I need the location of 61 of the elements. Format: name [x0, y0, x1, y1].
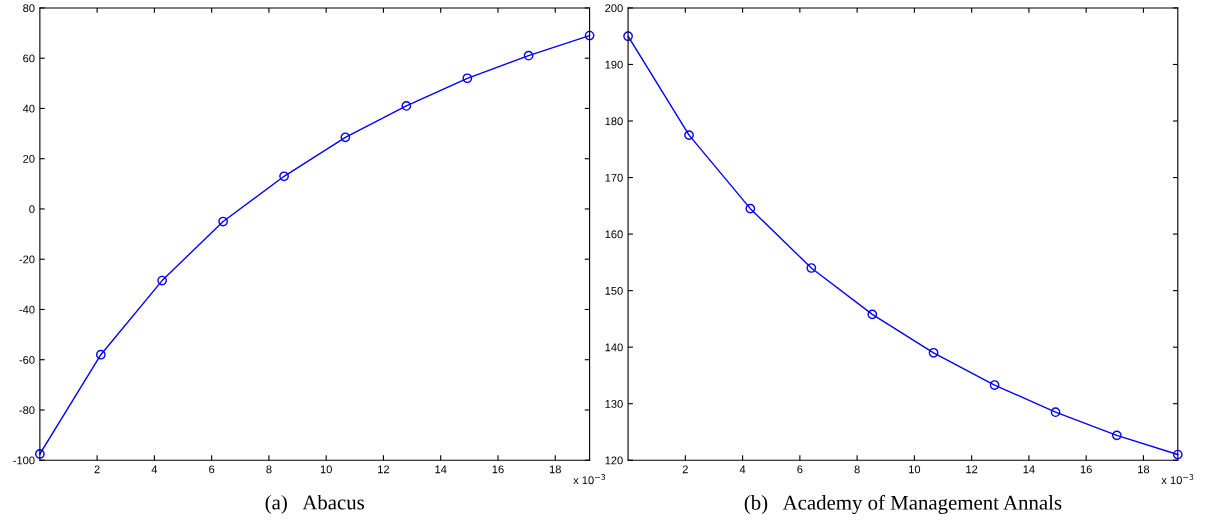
- x-tick-label: 6: [797, 465, 803, 474]
- y-tick-label: 0: [29, 205, 35, 214]
- point: [1172, 449, 1183, 460]
- x-tick-label: 8: [854, 465, 860, 474]
- y-tick-label: 160: [605, 230, 623, 239]
- x-tick-label: 10: [320, 465, 332, 474]
- x-tick-label: 8: [266, 465, 272, 474]
- x-tick-label: 16: [1080, 465, 1092, 474]
- point: [157, 275, 167, 286]
- text: x 10$^{−3}$: [1161, 474, 1194, 485]
- point: [928, 347, 939, 358]
- x-tick-label: 10: [909, 465, 921, 474]
- y-tick-label: 170: [605, 173, 623, 182]
- point: [462, 73, 473, 84]
- point: [340, 132, 351, 143]
- x-tick-label: 18: [1138, 465, 1150, 474]
- x-axis-title: (a) Abacus: [265, 494, 365, 514]
- x-tick-label: 12: [378, 465, 390, 474]
- y-tick-label: 60: [23, 54, 35, 63]
- point: [806, 263, 817, 273]
- text: x 10$^{−3}$: [573, 474, 606, 485]
- point: [623, 31, 633, 42]
- x-tick-label: 14: [1023, 465, 1035, 474]
- point: [684, 130, 694, 141]
- y-tick-label: 130: [605, 399, 623, 408]
- x-tick-label: 4: [739, 465, 746, 474]
- y-tick-label: 140: [605, 343, 623, 352]
- point: [1050, 407, 1061, 418]
- x-tick-label: 4: [151, 465, 158, 474]
- x-tick-label: 14: [435, 465, 447, 474]
- y-tick-label: -80: [19, 406, 35, 415]
- x-tick-label: 2: [94, 465, 100, 474]
- x-tick-label: 2: [682, 465, 688, 474]
- y-tick-label: -20: [19, 255, 35, 264]
- y-tick-label: 190: [605, 60, 623, 69]
- point: [35, 449, 45, 459]
- point: [867, 309, 878, 320]
- point: [745, 203, 756, 214]
- point: [584, 30, 595, 41]
- x-tick-label: 16: [492, 465, 504, 474]
- point: [95, 349, 106, 360]
- y-tick-label: 40: [22, 104, 35, 113]
- point: [279, 171, 289, 182]
- y-tick-label: -100: [13, 456, 35, 465]
- x-tick-label: 12: [966, 465, 978, 474]
- point: [1111, 430, 1122, 441]
- y-tick-label: -60: [19, 355, 35, 364]
- point: [401, 101, 412, 111]
- point: [989, 380, 1000, 390]
- y-tick-label: 120: [605, 456, 623, 465]
- x-axis-title: (b) Academy of Management Annals: [744, 494, 1062, 515]
- x-tick-label: 6: [209, 465, 215, 474]
- y-tick-label: 180: [605, 117, 623, 126]
- point: [523, 50, 534, 61]
- y-tick-label: 200: [605, 4, 623, 13]
- y-tick-label: 150: [605, 286, 623, 295]
- y-tick-label: 80: [23, 4, 35, 13]
- y-tick-label: -40: [19, 305, 35, 314]
- y-tick-label: 20: [23, 154, 35, 163]
- point: [218, 216, 228, 227]
- x-tick-label: 18: [549, 465, 561, 474]
